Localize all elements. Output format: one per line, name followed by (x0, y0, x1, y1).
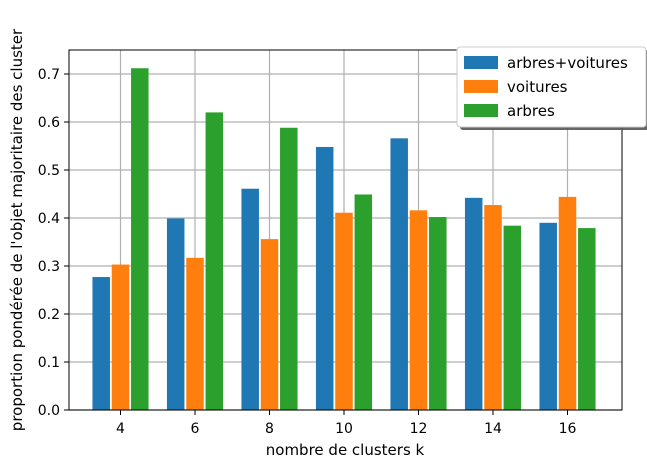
bar-arbres-10 (354, 194, 373, 410)
y-tick-label: 0.6 (38, 115, 60, 131)
bar-voitures-6 (186, 257, 204, 410)
legend-swatch (464, 56, 498, 69)
bar-arbres-voitures-10 (315, 146, 334, 410)
bar-arbres-voitures-8 (241, 188, 259, 410)
y-tick-label: 0.5 (38, 163, 60, 179)
legend-label: arbres (507, 102, 555, 120)
bar-arbres-voitures-14 (464, 197, 483, 410)
bars (92, 68, 596, 411)
x-tick-label: 10 (335, 421, 353, 437)
bar-arbres-voitures-6 (166, 218, 185, 410)
bar-arbres-4 (131, 68, 149, 411)
legend-swatch (464, 80, 498, 93)
x-axis: 4 6 8 10 12 14 16 (116, 410, 576, 437)
bar-voitures-10 (335, 212, 353, 410)
bar-voitures-16 (558, 196, 577, 410)
bar-arbres-voitures-16 (539, 222, 557, 410)
y-axis: 0.0 0.1 0.2 0.3 0.4 0.5 0.6 0.7 (38, 67, 69, 419)
y-tick-label: 0.1 (38, 355, 60, 371)
bar-voitures-8 (260, 239, 279, 410)
bar-arbres-12 (429, 217, 447, 410)
y-tick-label: 0.4 (38, 211, 60, 227)
bar-arbres-voitures-12 (390, 138, 408, 410)
legend-label: arbres+voitures (507, 54, 628, 72)
y-tick-label: 0.7 (38, 67, 60, 83)
x-tick-label: 12 (410, 421, 428, 437)
x-tick-label: 4 (116, 421, 125, 437)
x-tick-label: 16 (559, 421, 577, 437)
legend-swatch (464, 104, 498, 117)
legend: arbres+voitures voitures arbres (456, 46, 647, 130)
bar-arbres-14 (503, 225, 522, 410)
x-tick-label: 14 (484, 421, 502, 437)
y-axis-label: proportion pondérée de l'objet majoritai… (8, 28, 26, 431)
x-tick-label: 8 (265, 421, 274, 437)
bar-voitures-14 (484, 205, 502, 410)
bar-voitures-12 (409, 210, 428, 410)
x-tick-label: 6 (191, 421, 200, 437)
legend-label: voitures (507, 78, 568, 96)
bar-arbres-voitures-4 (92, 277, 110, 410)
x-axis-label: nombre de clusters k (266, 441, 425, 459)
plot-frame (68, 49, 623, 411)
bar-arbres-8 (280, 127, 298, 410)
bar-arbres-6 (205, 112, 224, 411)
legend-box (456, 46, 647, 128)
y-tick-label: 0.2 (38, 307, 60, 323)
y-tick-label: 0.3 (38, 259, 60, 275)
bar-voitures-4 (111, 264, 130, 410)
bar-arbres-16 (578, 228, 596, 410)
y-tick-label: 0.0 (38, 403, 60, 419)
